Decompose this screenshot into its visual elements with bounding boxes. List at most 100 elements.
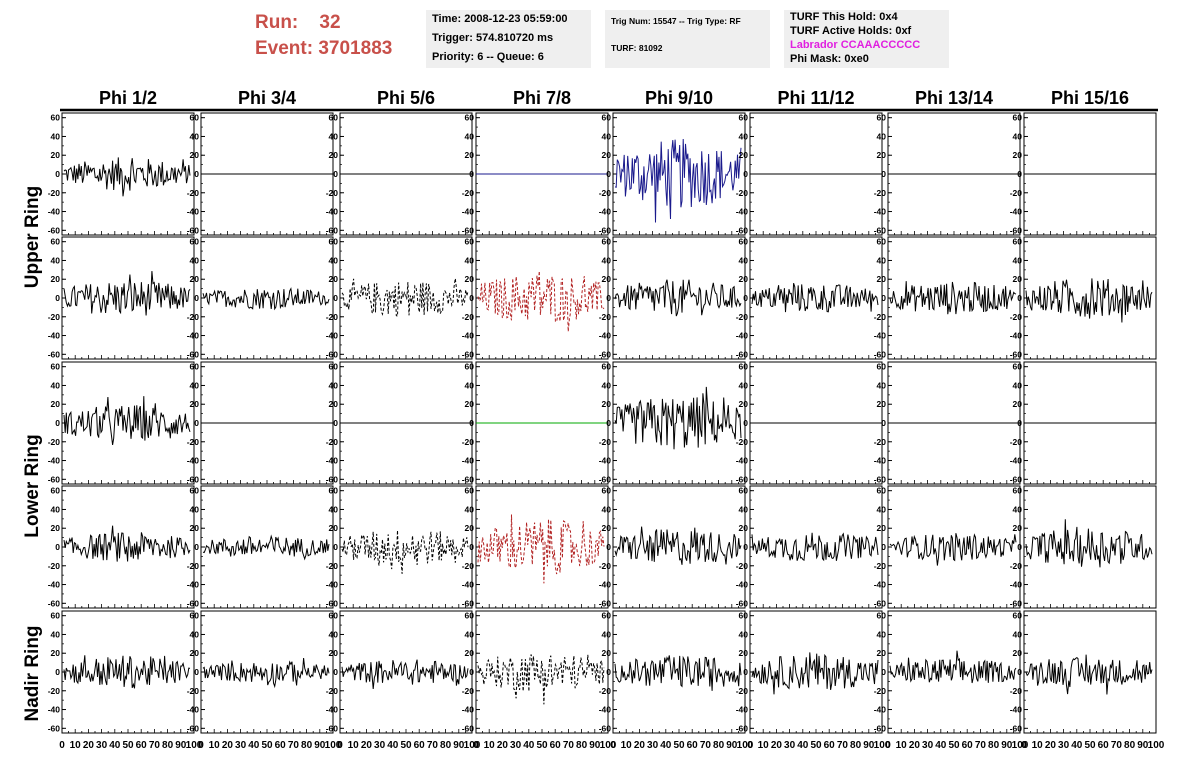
y-tick-label: -20 [187, 686, 200, 696]
y-tick-label: -20 [736, 188, 749, 198]
run-label: Run: [255, 12, 299, 33]
y-tick-label: 60 [329, 237, 339, 247]
y-tick-label: 40 [739, 380, 749, 390]
y-tick-label: -40 [736, 580, 749, 590]
y-tick-label: -60 [736, 225, 749, 235]
y-tick-label: -20 [736, 437, 749, 447]
y-tick-label: 60 [1013, 486, 1023, 496]
y-tick-label: 0 [881, 293, 886, 303]
y-tick-label: 60 [329, 611, 339, 621]
x-tick-label: 20 [1045, 740, 1057, 751]
x-tick-label: 50 [122, 740, 134, 751]
y-tick-label: -40 [462, 580, 475, 590]
waveform-panel: -60 -40 -20 0 20 40 60 [1010, 485, 1157, 609]
y-tick-label: 40 [51, 380, 61, 390]
x-tick-label: 60 [1098, 740, 1110, 751]
y-tick-label: -60 [48, 474, 61, 484]
y-tick-label: -60 [599, 474, 612, 484]
y-tick-label: -20 [326, 561, 339, 571]
event-value: 3701883 [318, 38, 393, 59]
waveform-trace [889, 533, 1017, 566]
waveform-panel: -60 -40 -20 0 20 40 60 [1010, 112, 1157, 236]
y-tick-label: 0 [881, 667, 886, 677]
y-tick-label: -60 [736, 723, 749, 733]
x-tick-label: 60 [136, 740, 148, 751]
x-tick-label: 100 [1148, 740, 1165, 751]
x-tick-label: 90 [175, 740, 187, 751]
y-tick-label: -40 [326, 580, 339, 590]
y-tick-label: -20 [462, 188, 475, 198]
y-tick-label: 20 [329, 648, 339, 658]
y-tick-label: 60 [602, 486, 612, 496]
y-tick-label: 20 [1013, 274, 1023, 284]
y-tick-label: 0 [606, 542, 611, 552]
x-tick-label: 50 [1084, 740, 1096, 751]
waveform-panel: -60 -40 -20 0 20 40 60 [874, 361, 1021, 485]
waveform-panel: -60 -40 -20 0 20 40 60 [187, 236, 334, 360]
x-tick-label: 60 [275, 740, 287, 751]
y-tick-label: 60 [1013, 362, 1023, 372]
x-tick-label: 40 [109, 740, 121, 751]
run-row: Run: 32 [255, 10, 392, 36]
event-label: Event: [255, 38, 314, 59]
y-tick-label: 0 [55, 667, 60, 677]
y-tick-label: 60 [190, 113, 200, 123]
y-tick-label: -20 [187, 312, 200, 322]
y-tick-label: 20 [465, 523, 475, 533]
y-tick-label: -60 [187, 723, 200, 733]
x-tick-label: 80 [850, 740, 862, 751]
waveform-trace [1025, 654, 1153, 695]
x-tick-label: 70 [427, 740, 439, 751]
y-tick-label: 0 [333, 667, 338, 677]
y-tick-label: 60 [190, 486, 200, 496]
x-tick-label: 40 [935, 740, 947, 751]
y-tick-label: 0 [55, 418, 60, 428]
waveform-trace [202, 534, 330, 561]
run-event-header: Run: 32 Event: 3701883 [255, 10, 392, 62]
x-tick-label: 30 [647, 740, 659, 751]
x-tick-label: 60 [414, 740, 426, 751]
y-tick-label: 20 [877, 399, 887, 409]
row-group-label: Lower Ring [22, 434, 43, 537]
waveform-trace [477, 271, 605, 332]
y-tick-label: 0 [606, 169, 611, 179]
y-tick-label: -40 [326, 705, 339, 715]
x-tick-label: 0 [747, 740, 753, 751]
waveform-panel: -60 -40 -20 0 20 40 60 [326, 236, 473, 360]
y-tick-label: 20 [1013, 150, 1023, 160]
y-tick-label: -20 [462, 686, 475, 696]
x-tick-label: 50 [261, 740, 273, 751]
y-tick-label: 0 [333, 542, 338, 552]
x-tick-label: 90 [1137, 740, 1149, 751]
y-tick-label: -60 [48, 723, 61, 733]
y-tick-label: -60 [48, 225, 61, 235]
y-tick-label: 0 [606, 418, 611, 428]
y-tick-label: 0 [469, 667, 474, 677]
y-tick-label: -40 [326, 456, 339, 466]
y-tick-label: 40 [739, 629, 749, 639]
y-tick-label: 0 [881, 542, 886, 552]
y-tick-label: -40 [599, 705, 612, 715]
y-tick-label: 40 [1013, 629, 1023, 639]
labrador-text: Labrador CCAAACCCCC [790, 39, 921, 51]
y-tick-label: 0 [1017, 418, 1022, 428]
x-tick-label: 0 [337, 740, 343, 751]
y-tick-label: 0 [743, 418, 748, 428]
x-tick-label: 90 [453, 740, 465, 751]
waveform-panel: -60 -40 -20 0 20 40 60 [187, 610, 334, 734]
y-tick-label: 40 [465, 131, 475, 141]
y-tick-label: 40 [877, 380, 887, 390]
y-tick-label: -40 [736, 705, 749, 715]
y-tick-label: 0 [1017, 542, 1022, 552]
x-tick-label: 0 [59, 740, 65, 751]
waveform-panel: -60 -40 -20 0 20 40 60 [462, 236, 609, 360]
waveform-trace [341, 659, 469, 689]
y-tick-label: 0 [743, 667, 748, 677]
y-tick-label: -40 [48, 456, 61, 466]
x-tick-label: 80 [301, 740, 313, 751]
row-group-label: Upper Ring [22, 186, 43, 288]
waveform-trace [1025, 519, 1153, 568]
y-tick-label: -20 [462, 437, 475, 447]
waveform-trace [614, 138, 742, 223]
y-tick-label: -20 [187, 561, 200, 571]
